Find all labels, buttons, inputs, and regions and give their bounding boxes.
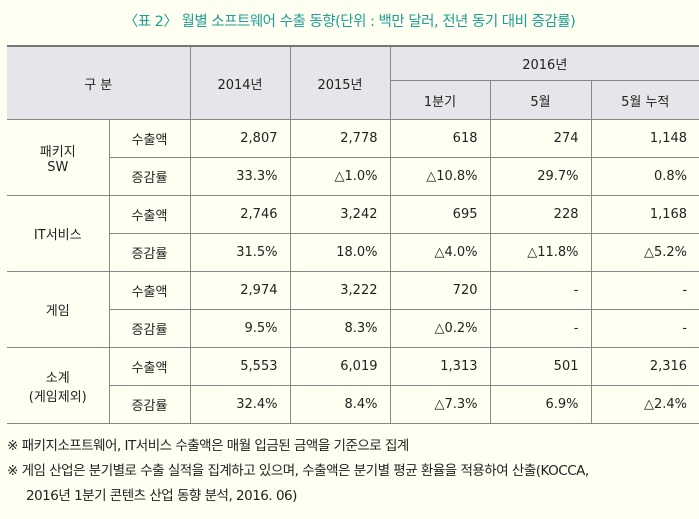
- cell-value: 8.4%: [289, 385, 391, 424]
- table-row: 게임 수출액 2,974 3,222 720- -: [7, 271, 699, 348]
- group-label: 게임: [7, 271, 110, 348]
- cell-value: 33.3%: [189, 157, 291, 196]
- cell-value: △2.4%: [590, 385, 699, 424]
- header-2014: 2014년: [189, 45, 291, 120]
- cell-value: 5,553: [189, 347, 291, 386]
- footnote: ※ 게임 산업은 분기별로 수출 실적을 집계하고 있으며, 수출액은 분기별 …: [7, 463, 589, 479]
- cell-value: 31.5%: [189, 233, 291, 272]
- cell-value: 1,148: [590, 119, 699, 158]
- group-label: IT서비스: [7, 195, 110, 272]
- cell-value: 8.3%: [289, 309, 391, 348]
- cell-value: 2,316: [590, 347, 699, 386]
- header-may-cumulative: 5월 누적: [590, 80, 699, 120]
- cell-value: -: [590, 309, 699, 348]
- cell-value: 2,746: [189, 195, 291, 234]
- table-title: 〈표 2〉 월별 소프트웨어 수출 동향(단위 : 백만 달러, 전년 동기 대…: [123, 14, 576, 30]
- group-label: 패키지 SW: [7, 119, 110, 196]
- cell-value: 3,242: [289, 195, 391, 234]
- group-label: 소계 (게임제외): [7, 347, 110, 424]
- cell-value: △5.2%: [590, 233, 699, 272]
- cell-value: 228: [489, 195, 592, 234]
- export-table: 구 분 2014년 2015년 2016년 1분기 5월 5월 누적 패키지 S…: [7, 45, 699, 424]
- row-label: 증감률: [109, 309, 191, 348]
- cell-value: 274: [489, 119, 592, 158]
- row-label: 수출액: [108, 347, 191, 386]
- header-q1: 1분기: [390, 80, 491, 120]
- table-row: 증감률 9.5% 8.3% △0.2% - -: [7, 309, 699, 348]
- cell-value: 2,778: [289, 119, 391, 158]
- footnote: ※ 패키지소프트웨어, IT서비스 수출액은 매월 입금된 금액을 기준으로 집…: [7, 438, 409, 454]
- cell-value: 1,168: [590, 195, 699, 234]
- table-row: 증감률 31.5% 18.0% △4.0% △11.8% △5.2%: [7, 233, 699, 272]
- table-row: 증감률 32.4% 8.4% △7.3% 6.9% △2.4%: [7, 385, 699, 424]
- cell-value: △11.8%: [489, 233, 592, 272]
- footnotes: ※ 패키지소프트웨어, IT서비스 수출액은 매월 입금된 금액을 기준으로 집…: [7, 434, 589, 509]
- row-label: 증감률: [109, 157, 191, 196]
- header-2016: 2016년: [389, 45, 699, 82]
- cell-value: 0.8%: [590, 157, 699, 196]
- cell-value: 2,807: [189, 119, 291, 158]
- header-may: 5월: [489, 80, 592, 120]
- cell-value: -: [489, 271, 592, 310]
- table-row: 소계 (게임제외) 수출액 5,553 6,019 1,313 501 2,316: [7, 347, 699, 424]
- table-row: 패키지 SW 수출액 2,807 2,778 618 274 1,148: [7, 119, 699, 196]
- cell-value: 720: [389, 271, 491, 310]
- cell-value: 695: [389, 195, 491, 234]
- footnote: 2016년 1분기 콘텐츠 산업 동향 분석, 2016. 06): [26, 488, 297, 504]
- cell-value: 501: [489, 347, 592, 386]
- row-label: 수출액: [108, 271, 191, 310]
- cell-value: 1,313: [389, 347, 491, 386]
- row-label: 수출액: [108, 195, 191, 234]
- row-label: 증감률: [109, 385, 191, 424]
- table-row: 증감률 33.3% △1.0% △10.8% 29.7% 0.8%: [7, 157, 699, 196]
- cell-value: △1.0%: [289, 157, 391, 196]
- cell-value: △4.0%: [389, 233, 491, 272]
- header-category: 구 분: [7, 45, 191, 120]
- cell-value: -: [590, 271, 699, 310]
- table-row: IT서비스 수출액 2,746 3,242 695 228 1,168: [7, 195, 699, 272]
- header-2015: 2015년: [289, 45, 391, 120]
- cell-value: △0.2%: [389, 309, 491, 348]
- cell-value: △7.3%: [389, 385, 491, 424]
- cell-value: 618: [389, 119, 491, 158]
- cell-value: -: [489, 309, 592, 348]
- cell-value: △10.8%: [389, 157, 491, 196]
- row-label: 증감률: [109, 233, 191, 272]
- cell-value: 3,222: [289, 271, 391, 310]
- cell-value: 6,019: [289, 347, 391, 386]
- cell-value: 9.5%: [189, 309, 291, 348]
- cell-value: 29.7%: [489, 157, 592, 196]
- row-label: 수출액: [108, 119, 191, 158]
- cell-value: 2,974: [189, 271, 291, 310]
- cell-value: 32.4%: [189, 385, 291, 424]
- cell-value: 18.0%: [289, 233, 391, 272]
- cell-value: 6.9%: [489, 385, 592, 424]
